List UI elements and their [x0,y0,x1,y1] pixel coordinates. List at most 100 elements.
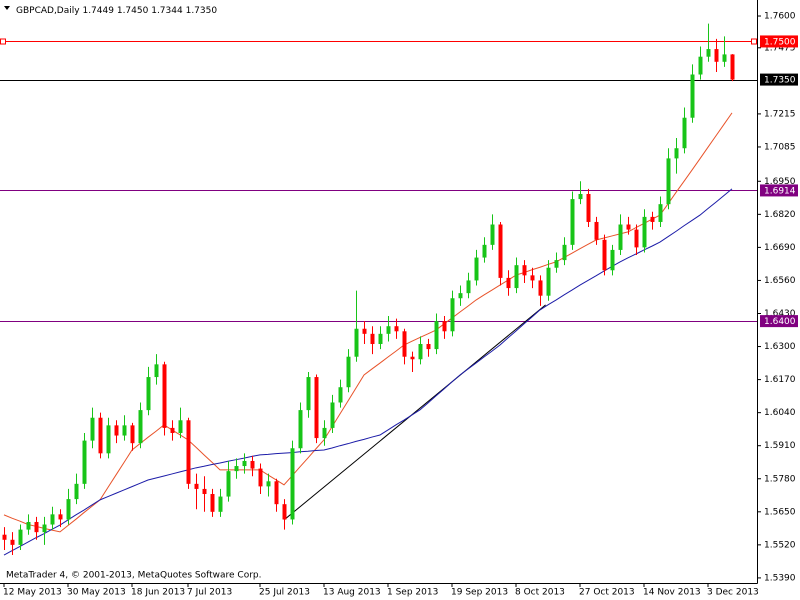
candle-body [258,468,263,487]
candle-body [354,328,359,357]
x-tick-label: 18 Jun 2013 [131,588,185,598]
indicator-line [3,112,733,533]
y-tick-label: 1.6820 [764,210,796,220]
candle-body [122,425,127,436]
candle-body [402,331,407,357]
level-box [760,184,798,197]
candle-body [434,321,439,350]
candle-body [50,514,55,525]
candle-body [18,529,23,545]
candle-body [554,260,559,268]
candle-body [42,524,47,533]
candle-body [722,54,727,62]
low-label: 1.7344 [151,6,183,16]
candle-body [594,221,599,240]
chart-header: GBPCAD,Daily 1.7449 1.7450 1.7344 1.7350 [16,6,217,16]
y-tick-label: 1.6040 [764,408,796,418]
candle-body [346,356,351,388]
candle-body [642,216,647,248]
candle-body [106,425,111,454]
y-tick-label: 1.5910 [764,441,796,451]
y-tick-label: 1.6950 [764,177,796,187]
candle-body [426,344,431,350]
candle-body [394,326,399,332]
candle-body [530,275,535,281]
candle-body [162,364,167,428]
candle-body [370,333,375,345]
selection-handle [0,38,6,45]
candle-body [482,244,487,258]
candle-body [2,534,7,540]
candle-body [538,280,543,296]
candle-body [210,494,215,512]
candle-body [266,481,271,487]
close-label: 1.7350 [186,6,218,16]
candle-body [138,410,143,444]
candle-body [66,499,71,520]
y-tick-label: 1.5780 [764,474,796,484]
candle-body [674,148,679,159]
candle-body [306,377,311,411]
candle-body [314,377,319,439]
level-label: 1.7350 [764,76,796,86]
candle-body [282,504,287,520]
candle-body [626,224,631,230]
y-tick-label: 1.7085 [764,142,796,152]
candle-body [194,483,199,489]
y-tick-label: 1.5390 [764,573,796,583]
candle-body [58,514,63,520]
candle-body [586,193,591,222]
candle-body [570,199,575,245]
candle-body [650,216,655,222]
candle-body [410,356,415,360]
y-tick-label: 1.6560 [764,276,796,286]
candle-body [522,265,527,276]
candle-body [706,49,711,57]
candle-body [682,117,687,149]
candle-body [98,417,103,454]
level-label: 1.6914 [764,186,796,196]
x-tick-label: 1 Sep 2013 [387,588,438,598]
candle-body [274,481,279,505]
candle-body [298,410,303,449]
menu-arrow[interactable] [4,6,10,10]
candle-body [546,267,551,296]
candle-body [90,417,95,441]
open-label: 1.7449 [82,6,114,16]
candle-body [418,344,423,360]
high-label: 1.7450 [117,6,149,16]
candle-body [450,298,455,332]
candle-body [362,328,367,334]
candle-body [458,293,463,299]
x-tick-label: 14 Nov 2013 [643,588,701,598]
candle-body [34,521,39,533]
candle-body [170,427,175,433]
candle-body [698,56,703,75]
x-tick-label: 19 Sep 2013 [451,588,508,598]
candle-body [610,249,615,271]
candle-body [218,496,223,512]
candle-body [578,193,583,200]
level-label: 1.6400 [764,317,796,327]
x-tick-label: 12 May 2013 [3,588,62,598]
y-tick-label: 1.6170 [764,375,796,385]
candle-body [330,402,335,428]
candle-body [490,224,495,245]
candle-body [442,321,447,332]
x-tick-label: 13 Aug 2013 [323,588,381,598]
candle-body [202,488,207,495]
candle-body [186,420,191,484]
candle-body [114,425,119,436]
candle-body [234,466,239,472]
candle-body [226,471,231,497]
x-tick-label: 8 Oct 2013 [515,588,565,598]
y-tick-label: 1.6430 [764,309,796,319]
candle-body [378,333,383,345]
candle-body [154,364,159,378]
x-tick-label: 7 Jul 2013 [187,588,232,598]
selection-handle [751,38,757,45]
candle-body [250,460,255,469]
candle-body [130,425,135,444]
